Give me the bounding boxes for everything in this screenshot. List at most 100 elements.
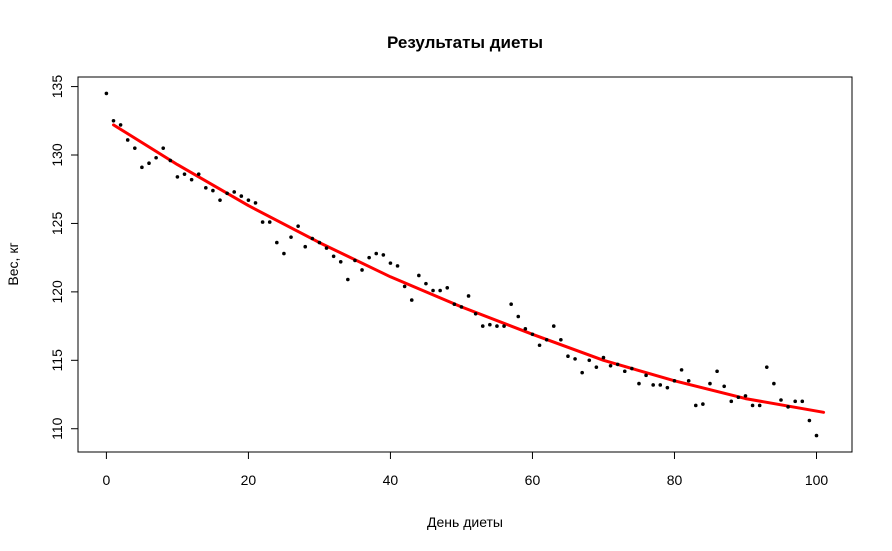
y-axis: 110 115 120 125 130 135: [49, 75, 79, 440]
data-point: [573, 357, 577, 361]
data-point: [118, 123, 123, 127]
data-point: [651, 383, 655, 387]
data-point: [417, 273, 421, 278]
data-point: [566, 354, 570, 358]
x-tick-label: 60: [525, 472, 541, 488]
y-tick-label: 125: [49, 212, 65, 236]
fit-curve: [112, 123, 826, 414]
data-point: [253, 201, 258, 205]
data-point: [480, 324, 485, 328]
data-point: [509, 302, 513, 306]
data-point: [353, 258, 357, 263]
data-point: [502, 324, 506, 328]
data-point: [800, 399, 805, 404]
data-point: [779, 398, 783, 402]
data-point: [409, 298, 414, 302]
data-point: [310, 236, 315, 241]
data-point: [622, 369, 627, 374]
data-point: [367, 255, 371, 260]
data-point: [750, 403, 755, 408]
data-point: [267, 220, 272, 224]
data-point: [175, 175, 180, 179]
y-tick-label: 120: [49, 280, 65, 304]
x-tick-label: 20: [241, 472, 257, 488]
data-point: [672, 379, 677, 383]
data-point: [438, 288, 442, 293]
data-point: [360, 268, 364, 272]
y-tick-label: 135: [49, 75, 65, 99]
data-point: [743, 394, 748, 398]
data-point: [338, 259, 343, 264]
data-point: [786, 405, 790, 409]
data-point: [686, 379, 691, 383]
data-point: [324, 246, 329, 250]
data-point: [275, 240, 279, 245]
data-point: [466, 294, 471, 298]
data-point: [701, 402, 705, 406]
data-point: [154, 155, 158, 160]
data-point: [211, 188, 215, 193]
data-point: [551, 324, 556, 328]
data-point: [133, 146, 137, 150]
data-point: [807, 418, 812, 423]
data-point: [303, 244, 308, 249]
data-point: [772, 381, 776, 386]
x-tick-label: 0: [103, 472, 111, 488]
data-point: [445, 285, 450, 290]
data-point: [658, 383, 663, 387]
data-point: [665, 385, 670, 390]
data-point: [523, 327, 528, 331]
data-point: [559, 337, 563, 342]
chart-title: Результаты диеты: [387, 33, 543, 52]
data-point: [239, 194, 244, 198]
data-point: [196, 172, 201, 176]
data-point: [296, 224, 300, 228]
data-point: [630, 366, 634, 371]
data-point: [537, 343, 542, 348]
data-point: [104, 91, 109, 96]
data-point: [431, 288, 435, 293]
data-point: [111, 118, 116, 123]
data-point: [473, 311, 478, 316]
data-point: [722, 384, 726, 389]
data-point: [317, 240, 322, 245]
data-point: [736, 395, 741, 400]
data-point: [544, 337, 549, 342]
data-point: [168, 158, 173, 163]
x-tick-label: 80: [667, 472, 683, 488]
data-point: [402, 284, 407, 289]
data-point: [580, 370, 584, 375]
x-tick-label: 100: [805, 472, 829, 488]
data-point: [488, 322, 492, 327]
data-point: [225, 191, 229, 196]
data-point: [125, 138, 130, 142]
data-point: [708, 381, 712, 386]
data-point: [388, 261, 393, 265]
data-point: [204, 186, 208, 190]
data-point: [615, 362, 620, 367]
data-point: [530, 332, 535, 337]
data-point: [260, 220, 265, 224]
x-axis-title: День диеты: [427, 514, 503, 530]
data-point: [140, 165, 144, 170]
y-axis-title: Вес, кг: [5, 242, 21, 285]
data-point: [793, 399, 797, 404]
data-point: [218, 198, 222, 202]
data-point: [601, 355, 606, 360]
data-point: [587, 358, 592, 363]
data-point: [679, 368, 684, 372]
data-point: [764, 365, 769, 369]
points-layer: [104, 91, 819, 438]
data-point: [516, 314, 521, 319]
y-tick-label: 130: [49, 143, 65, 167]
data-point: [459, 305, 464, 309]
data-point: [452, 302, 457, 306]
data-point: [424, 281, 428, 286]
data-point: [346, 277, 350, 282]
data-point: [608, 363, 613, 368]
data-point: [644, 373, 648, 378]
data-point: [715, 369, 719, 374]
x-axis: 0 20 40 60 80 100: [103, 451, 829, 488]
data-point: [182, 172, 187, 176]
